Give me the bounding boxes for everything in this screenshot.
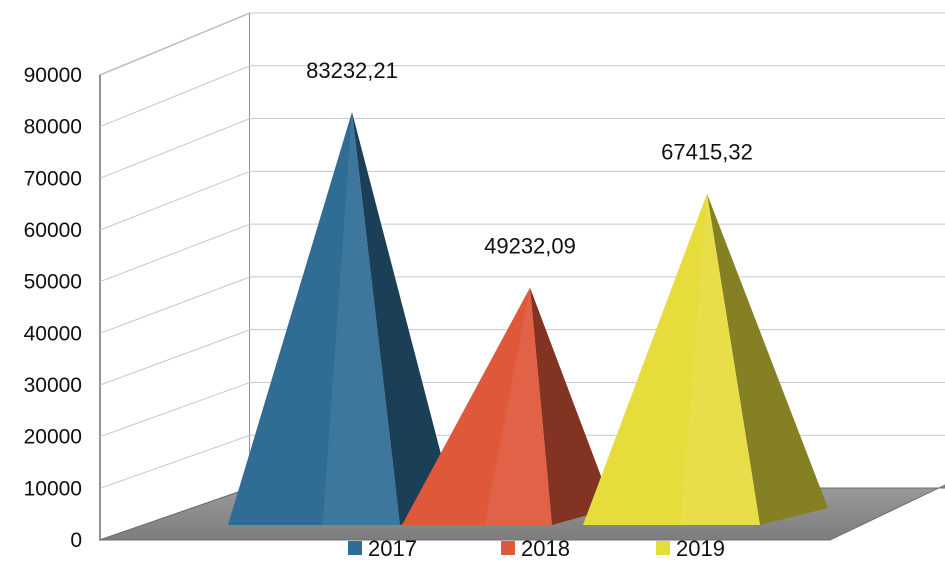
gridline — [99, 12, 945, 76]
legend-swatch — [656, 541, 670, 555]
data-labels: 83232,21 49232,09 67415,32 — [306, 58, 753, 259]
y-tick-label: 10000 — [24, 477, 82, 500]
legend-item: 2017 — [348, 536, 417, 561]
pyramid-side-face — [352, 111, 455, 525]
left-wall — [99, 12, 251, 541]
y-tick-label: 80000 — [24, 116, 82, 139]
pyramid-2017 — [228, 111, 455, 525]
pyramid-2019 — [583, 193, 828, 526]
data-label: 67415,32 — [661, 140, 753, 165]
gridline — [99, 170, 945, 231]
y-tick-label: 40000 — [24, 322, 82, 345]
legend-item: 2018 — [501, 536, 570, 561]
legend-swatch — [348, 541, 362, 555]
y-tick-label: 70000 — [24, 167, 82, 190]
pyramid-highlight — [680, 193, 760, 526]
y-tick-label: 60000 — [24, 219, 82, 242]
legend-label: 2017 — [368, 536, 417, 561]
pyramid-side-face — [707, 193, 828, 526]
data-label: 49232,09 — [484, 234, 576, 259]
y-tick-label: 90000 — [24, 64, 82, 87]
pyramid-highlight — [322, 111, 400, 525]
legend-item: 2019 — [656, 536, 725, 561]
data-label: 83232,21 — [306, 58, 398, 83]
y-tick-label: 30000 — [24, 374, 82, 397]
legend-label: 2018 — [521, 536, 570, 561]
pyramid-series — [228, 111, 828, 526]
y-tick-label: 50000 — [24, 271, 82, 294]
legend-label: 2019 — [676, 536, 725, 561]
gridline — [99, 118, 945, 179]
pyramid-side-face — [530, 287, 613, 525]
y-tick-label: 20000 — [24, 426, 82, 449]
pyramid-2018 — [402, 287, 613, 525]
legend: 2017 2018 2019 — [348, 536, 725, 561]
legend-swatch — [501, 541, 515, 555]
pyramid-highlight — [484, 287, 552, 525]
y-axis-ticks: 0 10000 20000 30000 40000 50000 60000 70000 8000… — [24, 64, 82, 552]
y-tick-label: 0 — [70, 529, 82, 552]
gridline — [99, 65, 945, 128]
